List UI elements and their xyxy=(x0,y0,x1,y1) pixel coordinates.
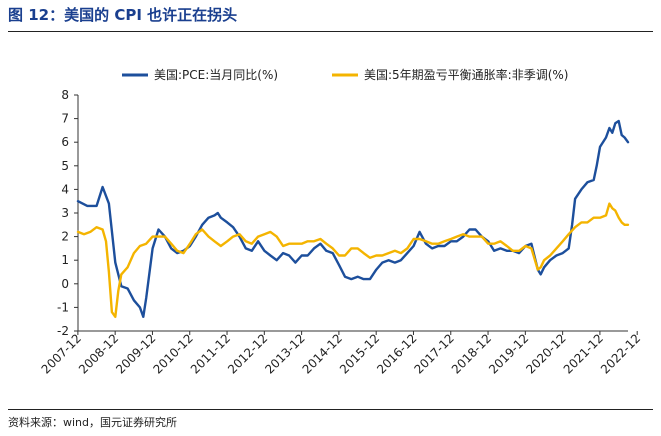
title-rule xyxy=(8,31,653,32)
y-tick-label: 1 xyxy=(61,253,69,267)
x-tick-label: 2012-12 xyxy=(225,331,270,376)
x-tick-label: 2022-12 xyxy=(598,331,643,376)
x-tick-label: 2010-12 xyxy=(151,331,196,376)
x-tick-label: 2009-12 xyxy=(113,331,158,376)
legend-label-1: 美国:PCE:当月同比(%) xyxy=(154,68,278,82)
x-tick-label: 2016-12 xyxy=(374,331,419,376)
source-rule xyxy=(8,409,653,410)
chart-series xyxy=(76,119,630,318)
x-tick-label: 2007-12 xyxy=(39,331,84,376)
y-tick-label: 6 xyxy=(61,135,69,149)
x-tick-label: 2019-12 xyxy=(486,331,531,376)
y-tick-label: 4 xyxy=(61,182,69,196)
x-tick-label: 2017-12 xyxy=(412,331,457,376)
y-tick-label: 2 xyxy=(61,230,69,244)
x-tick-label: 2020-12 xyxy=(523,331,568,376)
chart-axes: 8 7 6 5 4 3 2 1 0 -1 -22007-122008-122009-122010-1… xyxy=(39,88,644,377)
y-tick-label: 8 xyxy=(61,88,69,102)
y-tick-label: 3 xyxy=(61,206,69,220)
series-line-2 xyxy=(76,202,630,318)
x-tick-label: 2021-12 xyxy=(561,331,606,376)
x-tick-label: 2015-12 xyxy=(337,331,382,376)
x-tick-label: 2013-12 xyxy=(262,331,307,376)
x-tick-label: 2018-12 xyxy=(449,331,494,376)
x-tick-label: 2008-12 xyxy=(76,331,121,376)
y-tick-label: 0 xyxy=(61,277,69,291)
y-tick-label: 7 xyxy=(61,112,69,126)
y-tick-label: 5 xyxy=(61,159,69,173)
source-note: 资料来源：wind，国元证券研究所 xyxy=(8,416,178,429)
legend-label-2: 美国:5年期盈亏平衡通胀率:非季调(%) xyxy=(364,67,569,82)
x-tick-label: 2014-12 xyxy=(300,331,345,376)
series-line-1 xyxy=(76,119,630,318)
y-tick-label: -1 xyxy=(57,300,69,314)
chart-legend: 美国:PCE:当月同比(%) 美国:5年期盈亏平衡通胀率:非季调(%) xyxy=(122,67,569,82)
x-tick-label: 2011-12 xyxy=(188,331,233,376)
figure-title: 图 12：美国的 CPI 也许正在拐头 xyxy=(8,6,238,24)
y-tick-label: -2 xyxy=(57,324,69,338)
